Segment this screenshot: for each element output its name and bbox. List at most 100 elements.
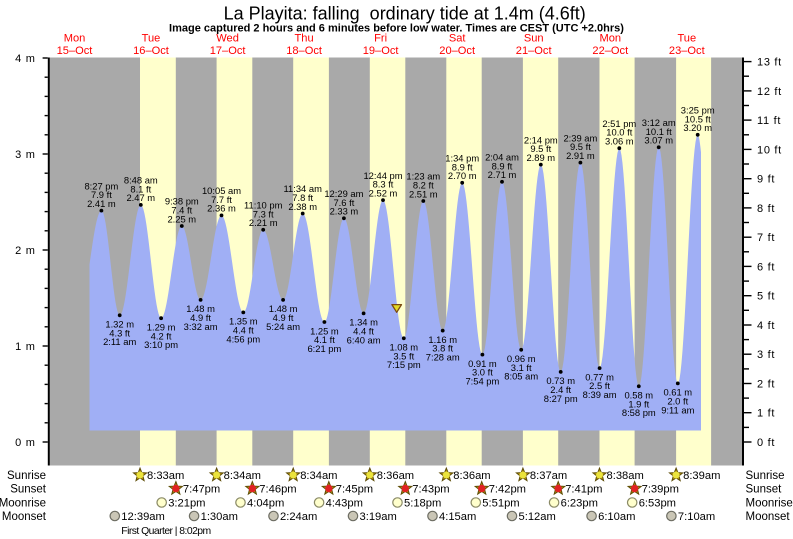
svg-text:15–Oct: 15–Oct <box>57 45 93 57</box>
svg-text:3.06 m: 3.06 m <box>605 136 634 147</box>
svg-text:2.0 ft: 2.0 ft <box>667 396 688 407</box>
svg-text:2.70 m: 2.70 m <box>448 170 477 181</box>
svg-text:3.0 ft: 3.0 ft <box>472 367 493 378</box>
svg-text:Moonset: Moonset <box>2 511 47 523</box>
svg-text:3:19am: 3:19am <box>360 511 397 523</box>
svg-text:6 ft: 6 ft <box>757 261 775 273</box>
svg-text:7:54 pm: 7:54 pm <box>465 376 499 387</box>
svg-text:2.41 m: 2.41 m <box>87 198 116 209</box>
svg-text:7:28 am: 7:28 am <box>426 352 460 363</box>
svg-text:Sunset: Sunset <box>10 484 47 496</box>
svg-text:7:45pm: 7:45pm <box>336 484 373 496</box>
svg-text:2.47 m: 2.47 m <box>126 192 155 203</box>
svg-text:3.8 ft: 3.8 ft <box>432 343 453 354</box>
svg-text:2:39 am: 2:39 am <box>563 132 597 143</box>
svg-text:2:24am: 2:24am <box>280 511 317 523</box>
svg-text:8:36am: 8:36am <box>377 470 414 482</box>
svg-text:Tue: Tue <box>677 33 696 45</box>
svg-text:8:37am: 8:37am <box>530 470 567 482</box>
svg-text:3:25 pm: 3:25 pm <box>681 105 715 116</box>
svg-text:La Playita: falling ordinary: La Playita: falling ordinary tide at 1.4… <box>224 4 586 24</box>
svg-text:7:46pm: 7:46pm <box>259 484 296 496</box>
svg-text:1 m: 1 m <box>15 341 35 353</box>
svg-text:2.89 m: 2.89 m <box>526 152 555 163</box>
svg-text:First Quarter | 8:02pm: First Quarter | 8:02pm <box>121 526 210 537</box>
svg-text:4:04pm: 4:04pm <box>247 498 284 510</box>
svg-text:3.20 m: 3.20 m <box>683 122 712 133</box>
svg-text:10:05 am: 10:05 am <box>202 185 241 196</box>
svg-text:1.9 ft: 1.9 ft <box>628 398 649 409</box>
svg-text:3 ft: 3 ft <box>757 349 775 361</box>
svg-text:8.9 ft: 8.9 ft <box>452 161 473 172</box>
svg-text:11:10 pm: 11:10 pm <box>244 200 283 211</box>
svg-text:3:10 pm: 3:10 pm <box>144 339 178 350</box>
svg-text:6:10am: 6:10am <box>598 511 635 523</box>
svg-text:1:34 pm: 1:34 pm <box>445 153 479 164</box>
svg-text:2.38 m: 2.38 m <box>288 201 317 212</box>
svg-text:Sunrise: Sunrise <box>7 470 46 482</box>
svg-text:1.29 m: 1.29 m <box>147 322 176 333</box>
svg-text:7.4 ft: 7.4 ft <box>171 205 192 216</box>
svg-text:7.6 ft: 7.6 ft <box>333 197 354 208</box>
svg-text:5 ft: 5 ft <box>757 291 775 303</box>
svg-text:8:36am: 8:36am <box>453 470 490 482</box>
svg-text:9:38 pm: 9:38 pm <box>165 196 199 207</box>
svg-text:8:48 am: 8:48 am <box>124 175 158 186</box>
svg-text:10.1 ft: 10.1 ft <box>646 126 672 137</box>
svg-text:0.91 m: 0.91 m <box>468 358 497 369</box>
svg-text:1:23 am: 1:23 am <box>406 171 440 182</box>
svg-text:Moonrise: Moonrise <box>746 498 793 510</box>
svg-text:Moonset: Moonset <box>746 511 791 523</box>
svg-text:0.58 m: 0.58 m <box>624 390 653 401</box>
svg-text:8 ft: 8 ft <box>757 203 775 215</box>
svg-text:Fri: Fri <box>374 33 387 45</box>
svg-text:1:30am: 1:30am <box>201 511 238 523</box>
svg-text:12 ft: 12 ft <box>757 86 782 98</box>
svg-text:4:56 pm: 4:56 pm <box>226 333 260 344</box>
svg-text:3:32 am: 3:32 am <box>184 321 218 332</box>
svg-text:8:34am: 8:34am <box>224 470 261 482</box>
svg-text:2.36 m: 2.36 m <box>207 203 236 214</box>
svg-text:8:27 pm: 8:27 pm <box>544 393 578 404</box>
svg-text:Mon: Mon <box>600 33 622 45</box>
svg-text:18–Oct: 18–Oct <box>286 45 322 57</box>
svg-text:8:38am: 8:38am <box>607 470 644 482</box>
svg-text:12:29 am: 12:29 am <box>324 188 363 199</box>
svg-text:4:43pm: 4:43pm <box>326 498 363 510</box>
svg-text:Sat: Sat <box>449 33 466 45</box>
svg-text:1.48 m: 1.48 m <box>269 303 298 314</box>
svg-text:10 ft: 10 ft <box>757 144 782 156</box>
svg-text:2:51 pm: 2:51 pm <box>602 118 636 129</box>
svg-text:3.07 m: 3.07 m <box>644 135 673 146</box>
svg-text:4.4 ft: 4.4 ft <box>233 325 254 336</box>
svg-text:6:21 pm: 6:21 pm <box>307 343 341 354</box>
svg-text:4 ft: 4 ft <box>757 320 775 332</box>
svg-text:4.9 ft: 4.9 ft <box>273 312 294 323</box>
svg-text:Tue: Tue <box>142 33 161 45</box>
svg-text:2.33 m: 2.33 m <box>330 206 359 217</box>
svg-text:Thu: Thu <box>295 33 314 45</box>
svg-text:1.35 m: 1.35 m <box>229 316 258 327</box>
svg-text:3:12 am: 3:12 am <box>642 117 676 128</box>
svg-text:12:44 pm: 12:44 pm <box>363 170 402 181</box>
svg-text:6:23pm: 6:23pm <box>561 498 598 510</box>
svg-text:8:05 am: 8:05 am <box>504 371 538 382</box>
svg-text:2.91 m: 2.91 m <box>566 150 595 161</box>
svg-text:0.96 m: 0.96 m <box>507 353 536 364</box>
svg-text:3.5 ft: 3.5 ft <box>393 350 414 361</box>
svg-text:2.71 m: 2.71 m <box>488 169 517 180</box>
svg-text:0.73 m: 0.73 m <box>546 375 575 386</box>
svg-text:8:33am: 8:33am <box>147 470 184 482</box>
svg-text:1 ft: 1 ft <box>757 408 775 420</box>
svg-text:3 m: 3 m <box>15 149 35 161</box>
svg-text:2:04 am: 2:04 am <box>485 152 519 163</box>
svg-text:7.8 ft: 7.8 ft <box>292 192 313 203</box>
svg-text:7:41pm: 7:41pm <box>565 484 602 496</box>
svg-text:4.2 ft: 4.2 ft <box>151 330 172 341</box>
svg-text:5:24 am: 5:24 am <box>266 321 300 332</box>
svg-text:9:11 am: 9:11 am <box>661 404 694 415</box>
svg-text:8:27 pm: 8:27 pm <box>84 180 118 191</box>
svg-text:21–Oct: 21–Oct <box>516 45 552 57</box>
svg-text:13 ft: 13 ft <box>757 57 782 69</box>
svg-text:0.77 m: 0.77 m <box>585 371 614 382</box>
